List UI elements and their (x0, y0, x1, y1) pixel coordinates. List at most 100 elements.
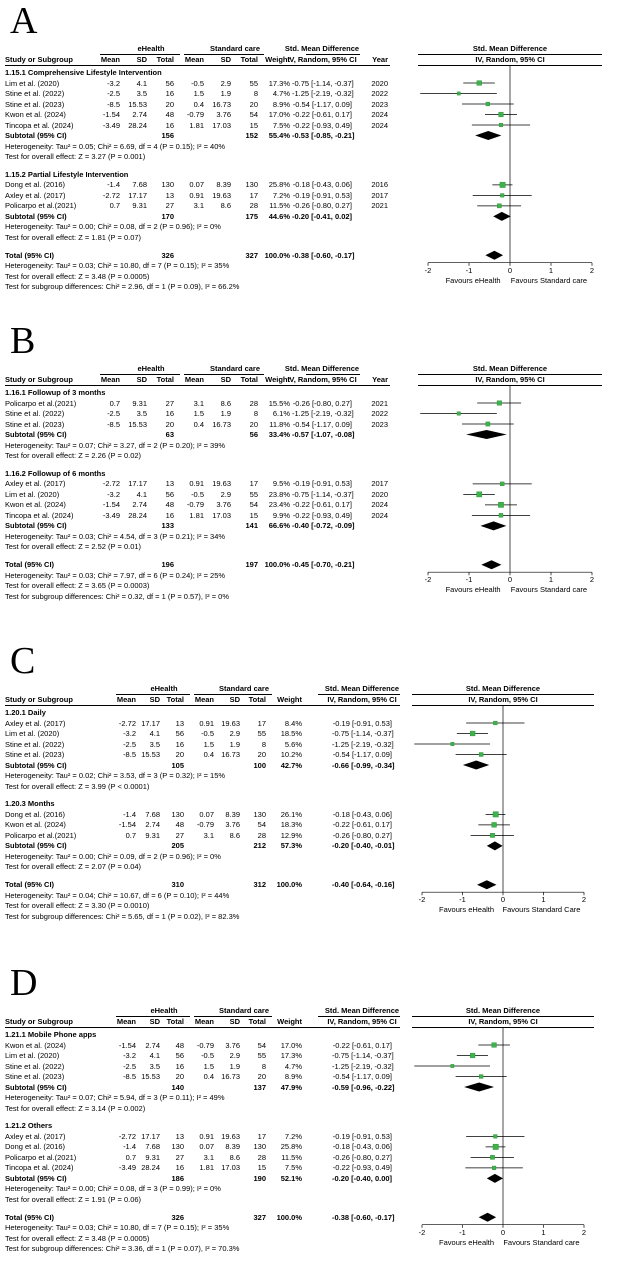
sd1-header: SD (136, 375, 147, 384)
total1-value: 13 (165, 190, 174, 200)
sd1-header: SD (149, 695, 160, 704)
sd1-value: 28.24 (128, 120, 147, 130)
study-name: Lim et al. (2020) (5, 489, 60, 499)
mean2-value: -0.79 (196, 820, 214, 830)
total2-value: 28 (249, 398, 258, 408)
sd2-value: 2.9 (220, 489, 231, 499)
footer-line: Test for overall effect: Z = 3.30 (P = 0… (5, 901, 150, 911)
mean2-value: -0.5 (191, 489, 204, 499)
mean1-value: -8.5 (107, 99, 120, 109)
total-n1: 310 (171, 880, 184, 890)
year-value: 2020 (371, 489, 388, 499)
subgroup-heterogeneity: Heterogeneity: Tau² = 0.05; Chi² = 6.69,… (5, 141, 226, 151)
ci-value: -0.75 [-1.14, -0.37] (292, 489, 354, 499)
effect-subheader: IV, Random, 95% CI (287, 55, 357, 64)
footer-line: Heterogeneity: Tau² = 0.03; Chi² = 10.80… (5, 261, 230, 271)
effect-marker (485, 421, 491, 427)
study-name: Lim et al. (2020) (5, 1051, 60, 1060)
mean2-value: 0.4 (193, 99, 204, 109)
weight-header: Weight (265, 375, 290, 384)
total1-value: 56 (165, 489, 174, 499)
subtotal-n1: 205 (171, 841, 184, 851)
ci-value: -0.26 [-0.80, 0.27] (292, 201, 352, 211)
total-n1: 326 (171, 1212, 184, 1222)
ci-value: -1.25 [-2.19, -0.32] (292, 89, 354, 98)
favours-right-label: Favours Standard care (510, 275, 588, 285)
total1-value: 27 (175, 1152, 184, 1162)
mean1-value: -8.5 (123, 750, 136, 759)
effect-marker (450, 1064, 455, 1068)
study-header: Study or Subgroup (5, 695, 73, 704)
sd2-value: 2.9 (229, 1051, 240, 1060)
total2-value: 8 (253, 89, 258, 98)
sd1-value: 4.1 (149, 729, 160, 738)
total2-value: 54 (257, 820, 266, 830)
year-value: 2024 (371, 120, 388, 130)
total2-value: 17 (249, 190, 258, 200)
year-value: 2017 (371, 479, 388, 489)
total2-value: 17 (249, 479, 258, 489)
study-name: Stine et al. (2022) (5, 89, 65, 98)
mean2-value: -0.5 (201, 1051, 214, 1060)
ci-value: -0.54 [-1.17, 0.09] (332, 1072, 392, 1081)
sd1-value: 17.17 (128, 479, 147, 489)
sd2-header: SD (220, 375, 231, 384)
study-name: Kwon et al. (2024) (5, 500, 66, 510)
study-name: Tincopa et al. (2024) (5, 1163, 74, 1173)
total1-value: 13 (175, 1131, 184, 1141)
year-value: 2024 (371, 110, 388, 119)
mean2-value: 0.91 (189, 190, 204, 200)
subtotal-n2: 152 (245, 131, 258, 140)
ci-value: -0.22 [-0.61, 0.17] (332, 820, 392, 830)
mean1-header: Mean (116, 1017, 136, 1026)
total2-value: 8 (261, 739, 266, 749)
subtotal-label: Subtotal (95% CI) (5, 841, 67, 851)
study-name: Tincopa et al. (2024) (5, 120, 74, 130)
weight-value: 8.4% (284, 718, 302, 728)
plot-header-bottom-rule (418, 65, 602, 66)
mean1-header: Mean (100, 375, 120, 384)
subtotal-weight: 55.4% (268, 131, 290, 140)
subtotal-ci: -0.66 [-0.99, -0.34] (332, 760, 395, 770)
sd1-value: 7.68 (145, 1142, 160, 1152)
ci-value: -0.22 [-0.61, 0.17] (292, 500, 352, 510)
mean2-value: -0.79 (186, 110, 204, 119)
total1-value: 130 (161, 180, 174, 190)
total2-value: 28 (249, 201, 258, 211)
subtotal-n2: 175 (245, 211, 258, 221)
year-value: 2021 (371, 201, 388, 211)
ci-value: -0.75 [-1.14, -0.37] (332, 729, 394, 738)
subtotal-weight: 47.9% (280, 1082, 302, 1092)
x-tick-label: -1 (465, 575, 473, 585)
group1-rule (100, 54, 180, 55)
effect-subheader: IV, Random, 95% CI (327, 1017, 397, 1026)
mean1-value: -2.5 (123, 1061, 136, 1071)
year-value: 2022 (371, 89, 388, 98)
total1-header: Total (166, 1017, 184, 1026)
effect-marker (492, 1165, 497, 1170)
header-bottom-rule (5, 65, 390, 66)
subtotal-label: Subtotal (95% CI) (5, 131, 67, 140)
sd2-value: 8.6 (229, 1152, 240, 1162)
effect-marker (496, 400, 502, 406)
sd1-value: 9.31 (145, 1152, 160, 1162)
subtotal-label: Subtotal (95% CI) (5, 430, 67, 439)
mean1-header: Mean (116, 695, 136, 704)
mean1-value: -3.49 (102, 510, 120, 520)
panel-letter: D (10, 962, 38, 1004)
header-bottom-rule (5, 385, 390, 386)
panel-letter: A (10, 0, 38, 42)
favours-left-label: Favours eHealth (439, 905, 495, 915)
sd1-value: 7.68 (132, 180, 147, 190)
total1-value: 16 (175, 739, 184, 749)
mean2-value: 1.5 (203, 739, 214, 749)
subgroup-heterogeneity: Heterogeneity: Tau² = 0.00; Chi² = 0.08,… (5, 222, 221, 232)
sd1-value: 28.24 (141, 1163, 160, 1173)
group1-header: eHealth (137, 44, 165, 53)
plot-header: Std. Mean Difference (472, 364, 548, 373)
weight-value: 10.2% (280, 750, 302, 759)
study-header: Study or Subgroup (5, 1017, 73, 1026)
effect-header: Std. Mean Difference (284, 364, 360, 373)
subtotal-n1: 133 (161, 521, 174, 531)
